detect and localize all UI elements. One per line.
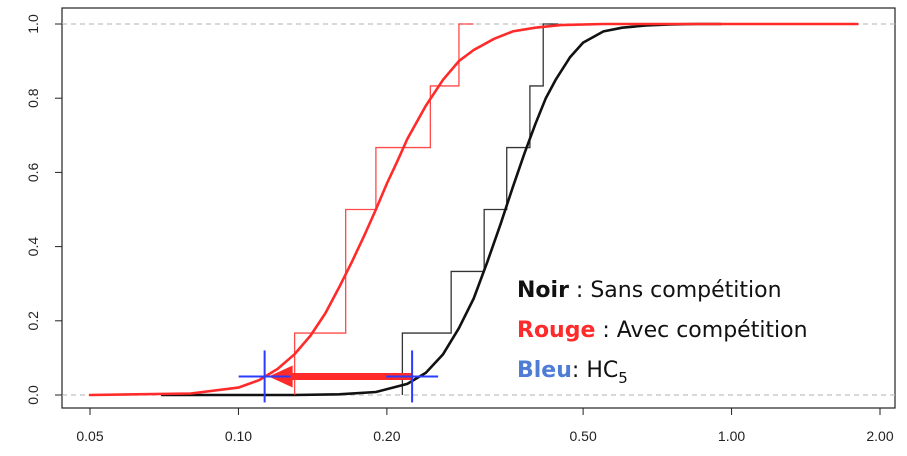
hc5-marker-black (386, 350, 439, 403)
y-tick-label-3: 0.6 (25, 162, 41, 182)
x-tick-label-1: 0.10 (225, 428, 252, 444)
hc5-marker-red (238, 350, 291, 403)
x-axis: 0.05 0.10 0.20 0.50 1.00 2.00 (76, 407, 894, 444)
legend-sep-blue: : (572, 358, 586, 383)
legend-key-blue: Bleu (517, 358, 572, 383)
series-red-fitted-curve (88, 22, 859, 397)
series-red-empirical-steps (293, 23, 474, 395)
legend-sub-blue: 5 (618, 369, 628, 387)
legend-label-black: Sans compétition (590, 278, 781, 303)
series-group (88, 22, 859, 397)
plot-frame (61, 7, 896, 409)
legend-key-black: Noir (517, 278, 569, 303)
y-tick-label-5: 1.0 (25, 14, 41, 34)
x-tick-label-4: 1.00 (718, 428, 745, 444)
y-tick-label-0: 0.0 (25, 385, 41, 405)
legend-entry-red: Rouge : Avec compétition (517, 318, 808, 343)
hc5-annotation (238, 350, 439, 403)
x-tick-label-5: 2.00 (866, 428, 893, 444)
y-tick-label-2: 0.4 (25, 237, 41, 257)
legend-sep-black: : (569, 278, 590, 303)
x-tick-label-3: 0.50 (569, 428, 596, 444)
legend-sep-red: : (595, 318, 616, 343)
legend-entry-blue: Bleu: HC5 (517, 358, 628, 387)
y-tick-label-4: 0.8 (25, 88, 41, 108)
legend-label-red: Avec compétition (617, 318, 808, 343)
x-tick-label-2: 0.20 (373, 428, 400, 444)
legend-key-red: Rouge (517, 318, 595, 343)
legend-entry-black: Noir : Sans compétition (517, 278, 782, 303)
y-axis: 0.0 0.2 0.4 0.6 0.8 1.0 (25, 14, 63, 405)
legend-label-blue: HC (586, 358, 618, 383)
y-tick-label-1: 0.2 (25, 311, 41, 331)
series-black-fitted-curve (160, 22, 722, 397)
x-tick-label-0: 0.05 (76, 428, 103, 444)
